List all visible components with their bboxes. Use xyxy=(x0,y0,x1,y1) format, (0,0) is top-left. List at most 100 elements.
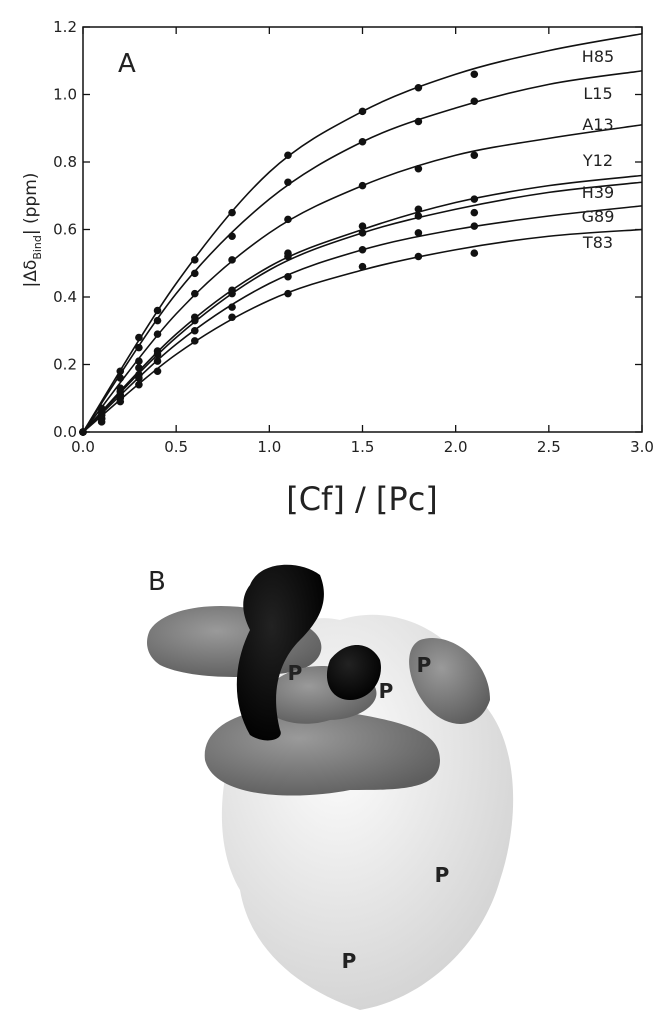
surface-black xyxy=(236,564,324,741)
data-point xyxy=(135,374,143,382)
y-tick-label: 1.2 xyxy=(53,18,77,36)
y-label-main: |Δδ xyxy=(21,260,41,288)
series-label: T83 xyxy=(582,233,613,252)
data-point xyxy=(191,316,199,325)
data-point xyxy=(414,117,423,126)
data-point xyxy=(284,178,292,187)
data-point xyxy=(135,380,143,389)
series-label: Y12 xyxy=(582,151,613,170)
x-tick-label: 3.0 xyxy=(630,438,654,456)
data-point xyxy=(414,205,423,214)
data-point xyxy=(153,350,162,359)
data-point xyxy=(228,313,236,322)
plot: A [Cf] / [Pc] |ΔδBind| (ppm) 0.0 0.5 1.0 1.… xyxy=(21,18,654,518)
data-point xyxy=(191,256,199,264)
panel-label: B xyxy=(148,567,166,597)
data-point xyxy=(284,215,292,224)
data-point xyxy=(191,269,199,278)
data-point xyxy=(228,303,236,311)
fit-curve xyxy=(82,205,643,433)
data-point xyxy=(191,337,199,345)
data-point xyxy=(135,364,143,372)
x-axis-label: [Cf] / [Pc] xyxy=(286,480,438,518)
site-label: P xyxy=(417,653,432,677)
panel-label: A xyxy=(118,49,136,79)
data-point xyxy=(414,83,423,92)
y-label-rest: | (ppm) xyxy=(21,173,41,236)
data-point xyxy=(228,289,236,298)
fit-curve xyxy=(82,181,643,433)
protein-surface: B P P P P P xyxy=(147,564,514,1010)
y-tick-label: 0.0 xyxy=(53,423,77,441)
series-label: L15 xyxy=(583,84,612,103)
data-point xyxy=(228,208,236,217)
data-point xyxy=(191,326,199,335)
y-tick-label: 0.6 xyxy=(53,221,77,239)
data-point xyxy=(153,357,162,365)
data-point xyxy=(79,428,87,436)
data-point xyxy=(470,208,479,217)
data-point xyxy=(470,222,479,230)
x-tick-label: 2.0 xyxy=(444,438,468,456)
data-point xyxy=(153,316,162,325)
surface-grey xyxy=(409,638,490,724)
data-point xyxy=(284,252,292,261)
fit-curve xyxy=(82,174,643,433)
data-point xyxy=(470,70,479,79)
data-point xyxy=(153,306,162,315)
data-point xyxy=(97,418,106,426)
data-point xyxy=(358,262,367,271)
data-point xyxy=(358,137,367,146)
data-point xyxy=(284,272,292,281)
series-label: G89 xyxy=(582,207,615,226)
data-point xyxy=(358,222,367,230)
y-label-sub: Bind xyxy=(31,235,44,260)
x-tick-label: 2.5 xyxy=(537,438,561,456)
y-tick-label: 0.8 xyxy=(53,153,77,171)
data-point xyxy=(470,97,479,106)
data-point xyxy=(358,107,367,116)
data-point xyxy=(470,249,479,257)
data-point xyxy=(135,343,143,352)
site-label: P xyxy=(288,661,303,685)
data-point xyxy=(153,330,162,338)
data-point xyxy=(135,333,143,342)
data-point xyxy=(414,212,423,220)
x-tick-label: 1.5 xyxy=(351,438,375,456)
data-point xyxy=(358,181,367,190)
data-point xyxy=(414,164,423,173)
site-label: P xyxy=(342,949,357,973)
site-label: P xyxy=(435,863,450,887)
fit-curve xyxy=(82,124,643,433)
data-point xyxy=(228,256,236,264)
data-point xyxy=(284,289,292,298)
data-point xyxy=(358,229,367,237)
data-point xyxy=(414,229,423,237)
y-axis-label: |ΔδBind| (ppm) xyxy=(21,173,44,288)
data-point xyxy=(228,232,236,241)
data-point xyxy=(284,151,292,160)
x-tick-label: 1.0 xyxy=(257,438,281,456)
y-tick-label: 0.4 xyxy=(53,288,77,306)
x-tick-label: 0.0 xyxy=(71,438,95,456)
y-tick-label: 1.0 xyxy=(53,86,77,104)
data-point xyxy=(470,151,479,160)
fit-curve xyxy=(82,32,643,433)
site-label: P xyxy=(379,679,394,703)
data-point xyxy=(116,397,125,406)
surface-black xyxy=(326,645,381,700)
x-tick-label: 0.5 xyxy=(164,438,188,456)
series-label: A13 xyxy=(582,115,613,134)
data-point xyxy=(191,289,199,298)
data-point xyxy=(414,252,423,261)
fit-curve xyxy=(82,70,643,433)
data-point xyxy=(358,245,367,254)
data-point xyxy=(116,367,125,376)
fit-curve xyxy=(82,228,643,433)
series-label: H39 xyxy=(582,183,614,202)
y-tick-label: 0.2 xyxy=(53,356,77,374)
data-point xyxy=(470,195,479,203)
series-label: H85 xyxy=(582,47,614,66)
data-point xyxy=(153,367,162,376)
